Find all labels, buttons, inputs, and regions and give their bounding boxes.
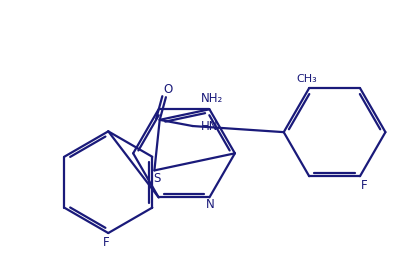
- Text: O: O: [163, 83, 173, 96]
- Text: F: F: [361, 179, 367, 192]
- Text: N: N: [206, 198, 215, 211]
- Text: HN: HN: [201, 120, 218, 133]
- Text: S: S: [153, 172, 160, 185]
- Text: NH₂: NH₂: [200, 93, 222, 105]
- Text: CH₃: CH₃: [297, 74, 318, 84]
- Text: F: F: [103, 236, 109, 249]
